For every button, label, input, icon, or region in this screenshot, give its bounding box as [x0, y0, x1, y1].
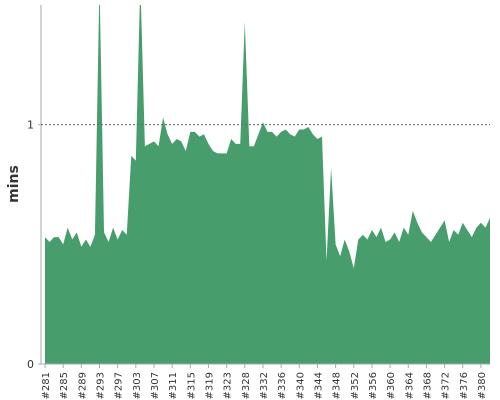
x-tick-label: #340 [295, 372, 306, 399]
x-tick-label: #281 [41, 372, 52, 399]
x-tick-label: #307 [150, 372, 161, 399]
x-tick-label: #323 [223, 372, 234, 399]
x-tick-label: #364 [404, 372, 415, 399]
x-tick-label: #285 [59, 372, 70, 399]
x-tick-label: #336 [277, 372, 288, 399]
x-tick-label: #289 [77, 372, 88, 399]
x-tick-label: #315 [186, 372, 197, 399]
x-tick-label: #372 [441, 372, 452, 399]
x-tick-label: #332 [259, 372, 270, 399]
area [45, 5, 490, 364]
x-tick-label: #352 [350, 372, 361, 399]
y-tick-label: 0 [27, 358, 34, 371]
x-tick-label: #360 [386, 372, 397, 399]
x-tick-label: #348 [332, 372, 343, 399]
x-tick-label: #380 [477, 372, 488, 399]
x-tick-label: #293 [95, 372, 106, 399]
x-tick-label: #344 [313, 372, 324, 399]
x-tick-label: #311 [168, 372, 179, 399]
x-tick-label: #297 [114, 372, 125, 399]
x-tick-label: #376 [459, 372, 470, 399]
y-tick-label: 1 [27, 119, 34, 132]
x-tick-label: #328 [241, 372, 252, 399]
x-tick-label: #368 [422, 372, 433, 399]
y-axis-label: mins [6, 165, 22, 203]
x-tick-label: #319 [204, 372, 215, 399]
x-tick-label: #303 [132, 372, 143, 399]
x-tick-label: #356 [368, 372, 379, 399]
